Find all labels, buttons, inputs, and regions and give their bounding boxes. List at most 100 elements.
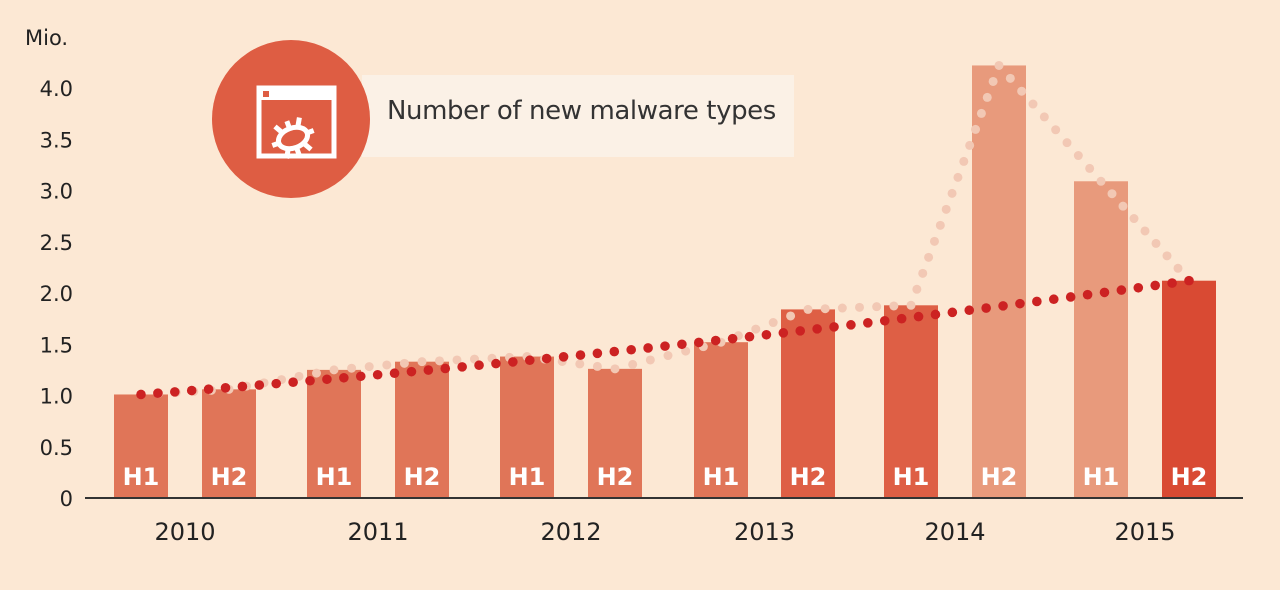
trend-dot: [947, 307, 958, 318]
trend-dot: [220, 383, 231, 393]
trend-dot: [1099, 287, 1110, 298]
bar-2012-h2: [588, 368, 642, 498]
bar-2015-h1: [1074, 181, 1128, 498]
bar-half-label: H2: [790, 463, 827, 491]
trend-dot: [575, 350, 586, 360]
bar-top-dot: [663, 351, 673, 361]
bar-half-label: H1: [123, 463, 160, 491]
bar-top-dot: [953, 172, 963, 182]
bar-top-dot: [855, 302, 864, 312]
x-tick-label: 2014: [924, 518, 985, 546]
bar-top-dot: [965, 140, 975, 150]
y-tick-label: 4.0: [40, 77, 73, 101]
trend-dot: [440, 363, 451, 374]
trend-dot: [1133, 282, 1144, 293]
bar-top-dot: [645, 355, 655, 365]
trend-dot: [879, 315, 890, 326]
trend-dot: [254, 380, 265, 390]
bar-top-dot: [592, 361, 602, 371]
x-tick-label: 2011: [347, 518, 408, 546]
bar-top-dot: [417, 357, 427, 367]
bar-top-dot: [941, 204, 951, 214]
bar-2011-h1: [307, 369, 361, 498]
bar-top-dot: [1107, 189, 1117, 199]
trend-dot: [170, 387, 180, 397]
bar-top-dot: [681, 346, 691, 356]
trend-dot: [795, 326, 806, 336]
y-tick-label: 1.0: [40, 385, 73, 409]
trend-dot: [203, 384, 214, 394]
trend-dot: [896, 313, 907, 324]
x-tick-label: 2015: [1114, 518, 1175, 546]
bar-top-dot: [1140, 226, 1150, 236]
trend-dot: [1150, 280, 1160, 291]
trend-dot: [186, 385, 197, 396]
bar-top-dot: [1073, 151, 1083, 161]
y-tick-label: 2.5: [40, 231, 73, 255]
trend-dot: [558, 352, 569, 362]
bar-top-dot: [935, 220, 945, 230]
trend-dot: [677, 339, 687, 350]
trend-dot: [474, 360, 484, 371]
trend-dot: [913, 311, 924, 322]
bar-2010-h1: [114, 394, 168, 498]
trend-dot: [863, 318, 873, 328]
bar-top-dot: [575, 359, 585, 369]
bar-2013-h1: [694, 342, 748, 498]
bar-top-dot: [1129, 214, 1139, 224]
y-tick-label: 0: [60, 487, 73, 511]
bar-top-dot: [1151, 238, 1161, 248]
trend-dot: [339, 372, 349, 383]
bar-half-label: H2: [1171, 463, 1208, 491]
bar-top-dot: [1028, 99, 1038, 109]
bar-top-dot: [872, 302, 882, 312]
bar-top-dot: [918, 268, 928, 278]
bar-top-dot: [1005, 73, 1015, 83]
trend-dot: [761, 329, 772, 340]
bar-2012-h1: [500, 356, 554, 498]
bar-half-label: H1: [316, 463, 353, 491]
bar-labels-group: H1 H2 H1 H2 H1 H2 H1 H2 H1 H2 H1 H2: [123, 463, 1208, 491]
bar-top-dot: [912, 284, 922, 294]
bar-2014-h1: [884, 305, 938, 498]
bar-top-dot: [364, 362, 374, 372]
trend-dot: [322, 374, 332, 385]
trend-dot: [626, 344, 636, 355]
trend-dot: [136, 389, 146, 400]
bar-half-label: H1: [509, 463, 546, 491]
bar-top-dot: [959, 156, 969, 166]
trend-dot: [491, 358, 501, 369]
trend-dot: [288, 377, 298, 387]
bar-top-dot: [1062, 138, 1072, 148]
trend-dot: [744, 331, 755, 342]
trend-dot: [153, 388, 163, 398]
bar-top-dot: [1085, 163, 1095, 173]
bar-top-dot: [994, 60, 1004, 70]
trend-dot: [727, 333, 738, 344]
trend-dot: [389, 368, 400, 379]
bar-half-label: H1: [703, 463, 740, 491]
bar-top-dot: [988, 76, 998, 86]
trend-dot: [524, 355, 535, 366]
bar-top-dot: [1017, 86, 1027, 96]
trend-dot: [1184, 275, 1194, 286]
bar-top-dot: [628, 359, 638, 369]
y-tick-label: 1.5: [40, 333, 73, 357]
bar-top-dot: [982, 92, 992, 102]
trend-dot: [271, 378, 282, 389]
bar-half-label: H2: [404, 463, 441, 491]
bar-top-dot: [889, 301, 899, 311]
bar-top-dot: [610, 364, 620, 374]
bar-2010-h2: [202, 389, 256, 498]
bar-top-dot: [837, 303, 847, 313]
x-tick-label: 2012: [540, 518, 601, 546]
bar-top-dot: [1096, 176, 1106, 186]
trend-dot: [355, 371, 366, 382]
trend-dot: [1167, 278, 1177, 288]
legend-label-box: [362, 75, 794, 157]
bar-top-dot: [347, 363, 357, 373]
trend-dot: [372, 369, 383, 380]
bar-half-label: H1: [893, 463, 930, 491]
bar-top-dot: [452, 355, 462, 365]
